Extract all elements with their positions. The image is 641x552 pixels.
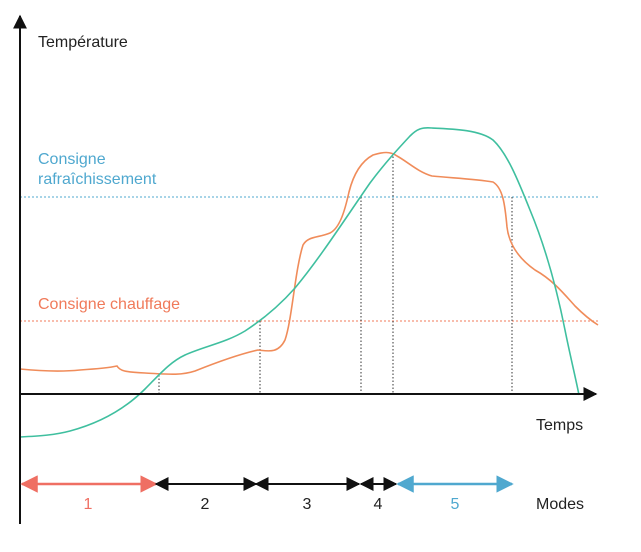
mode-3-label: 3 (303, 496, 312, 513)
mode-5-label: 5 (451, 496, 460, 513)
cooling-setpoint-label-line2: rafraîchissement (38, 171, 157, 188)
mode-2-label: 2 (201, 496, 210, 513)
mode-4-label: 4 (374, 496, 383, 513)
cooling-setpoint-label-line1: Consigne (38, 151, 106, 168)
heating-setpoint-label: Consigne chauffage (38, 296, 180, 313)
modes-label: Modes (536, 496, 584, 513)
y-axis-label: Température (38, 34, 128, 51)
indoor-temperature-curve (19, 151, 599, 376)
outdoor-temperature-curve (19, 126, 580, 438)
mode-1-label: 1 (84, 496, 93, 513)
x-axis-label: Temps (536, 417, 583, 434)
